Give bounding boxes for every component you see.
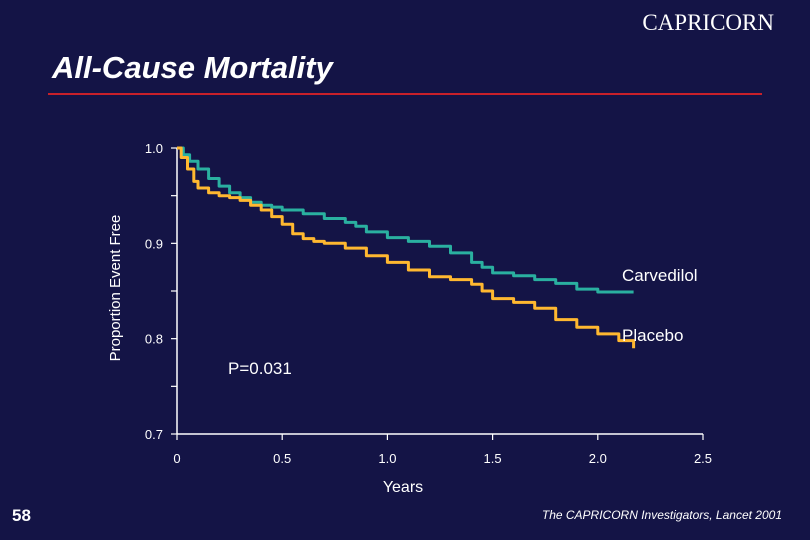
x-tick-label: 2.0 [589,451,607,466]
x-axis-title: Years [383,479,423,496]
citation: The CAPRICORN Investigators, Lancet 2001 [541,508,782,522]
series-lines [177,146,636,349]
x-tick-label: 0 [173,451,180,466]
y-tick-label: 0.9 [145,236,163,251]
y-ticks: 0.7 0.8 0.9 1.0 [145,141,177,442]
x-tick-label: 1.5 [484,451,502,466]
y-tick-label: 0.8 [145,332,163,347]
legend-placebo: Placebo [622,326,683,345]
x-ticks: 0 0.5 1.0 1.5 2.0 2.5 [173,434,712,466]
y-tick-label: 1.0 [145,141,163,156]
series-line-placebo [177,146,636,349]
page-title: All-Cause Mortality [52,50,333,85]
y-tick-label: 0.7 [145,427,163,442]
brand-label: CAPRICORN [642,10,774,35]
p-value-annotation: P=0.031 [228,359,292,378]
x-tick-label: 2.5 [694,451,712,466]
legend-carvedilol: Carvedilol [622,266,698,285]
title-divider [48,93,762,95]
y-axis-title: Proportion Event Free [107,215,124,362]
x-tick-label: 0.5 [273,451,291,466]
page-number: 58 [12,506,31,525]
x-tick-label: 1.0 [378,451,396,466]
series-line-carvedilol [177,146,634,294]
